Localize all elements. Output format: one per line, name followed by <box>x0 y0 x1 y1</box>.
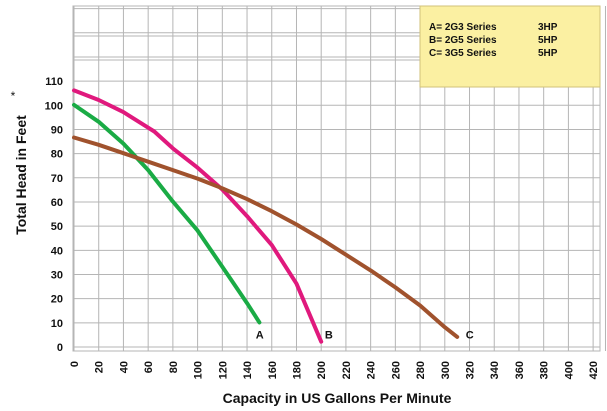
x-tick-label: 400 <box>563 361 575 379</box>
curve-label-b: B <box>325 330 333 342</box>
series-line-a <box>72 102 262 325</box>
y-tick-label: 20 <box>51 294 63 306</box>
y-tick-label: 50 <box>51 221 63 233</box>
legend-entry-label: A= 2G3 Series <box>429 22 497 33</box>
x-tick-label: 320 <box>465 361 477 379</box>
y-axis-ticks: 0 10 20 30 40 50 60 70 80 90 100 110 <box>45 76 63 354</box>
x-tick-label: 340 <box>489 361 501 379</box>
series-group <box>72 88 460 344</box>
series-line-b <box>72 88 324 344</box>
x-tick-label: 240 <box>366 361 378 379</box>
legend-entry-label: B= 2G5 Series <box>429 35 497 46</box>
curve-labels: A B C <box>256 330 474 342</box>
x-tick-label: 300 <box>440 361 452 379</box>
x-axis-title: Capacity in US Gallons Per Minute <box>223 390 452 406</box>
x-tick-label: 140 <box>242 361 254 379</box>
x-tick-label: 180 <box>291 361 303 379</box>
legend-entry-hp: 3HP <box>538 22 558 33</box>
x-tick-label: 100 <box>193 361 205 379</box>
legend-entry-hp: 5HP <box>538 48 558 59</box>
y-axis-title: Total Head in Feet <box>13 115 29 235</box>
y-tick-label: 60 <box>51 197 63 209</box>
x-tick-label: 280 <box>415 361 427 379</box>
x-tick-label: 360 <box>514 361 526 379</box>
x-tick-label: 80 <box>168 361 180 373</box>
x-tick-label: 380 <box>539 361 551 379</box>
y-tick-label: 40 <box>51 245 63 257</box>
curve-label-c: C <box>466 330 474 342</box>
x-tick-label: 160 <box>267 361 279 379</box>
x-tick-label: 20 <box>94 361 106 373</box>
legend-box <box>419 5 601 88</box>
x-tick-label: 0 <box>69 361 81 367</box>
y-axis-title-mark: * <box>11 89 16 103</box>
legend-entry-label: C= 3G5 Series <box>429 48 497 59</box>
y-tick-label: 30 <box>51 270 63 282</box>
y-tick-label: 70 <box>51 173 63 185</box>
y-tick-label: 110 <box>45 76 63 88</box>
x-tick-label: 220 <box>341 361 353 379</box>
curve-label-a: A <box>256 330 264 342</box>
legend: A= 2G3 Series 3HP B= 2G5 Series 5HP C= 3G5 S… <box>419 5 601 88</box>
x-tick-label: 260 <box>390 361 402 379</box>
legend-entry-hp: 5HP <box>538 35 558 46</box>
y-tick-label: 10 <box>51 318 63 330</box>
x-tick-label: 200 <box>316 361 328 379</box>
x-tick-label: 40 <box>118 361 130 373</box>
series-line-c <box>72 135 460 339</box>
x-tick-label: 120 <box>217 361 229 379</box>
y-tick-label: 90 <box>51 125 63 137</box>
y-tick-label: 80 <box>51 149 63 161</box>
x-tick-label: 420 <box>588 361 600 379</box>
y-tick-label: 0 <box>57 342 63 354</box>
y-tick-label: 100 <box>45 100 63 112</box>
x-axis-ticks: 0 20 40 60 80 100 120 140 160 180 200 220 240 260 280 3… <box>69 361 600 379</box>
x-tick-label: 60 <box>143 361 155 373</box>
